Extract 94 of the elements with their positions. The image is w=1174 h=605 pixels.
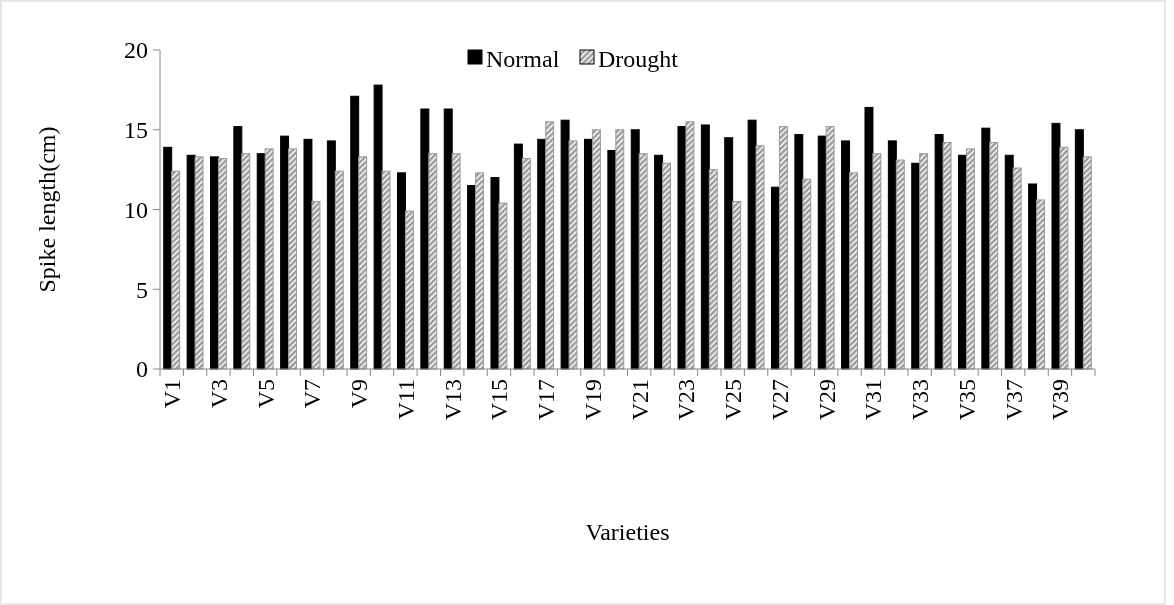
bar <box>778 126 788 370</box>
x-tick-label: V19 <box>579 379 606 421</box>
bar <box>475 172 485 370</box>
bar <box>163 146 173 370</box>
x-tick-label: V21 <box>626 379 653 421</box>
bar <box>849 172 859 370</box>
bar <box>708 169 718 370</box>
bar <box>1012 167 1022 370</box>
bar <box>841 140 851 370</box>
bar <box>326 140 336 370</box>
bar <box>615 129 625 370</box>
bar <box>887 140 897 370</box>
bar <box>420 108 430 370</box>
y-axis-title: Spike length(cm) <box>34 126 60 293</box>
bar <box>568 140 578 370</box>
x-tick-label: V25 <box>720 379 747 421</box>
bar <box>428 153 438 370</box>
bar <box>545 121 555 370</box>
bar <box>965 148 975 370</box>
bar <box>381 170 391 370</box>
bar <box>942 142 952 370</box>
x-tick-label: V3 <box>205 379 232 409</box>
bar <box>919 153 929 370</box>
bar <box>724 137 734 370</box>
bar <box>334 170 344 370</box>
x-tick-label: V35 <box>953 379 980 421</box>
bar <box>989 142 999 370</box>
bar <box>895 159 905 370</box>
bar <box>280 135 290 370</box>
y-tick-label: 5 <box>136 276 148 303</box>
bar <box>872 153 882 370</box>
bar <box>1028 183 1038 370</box>
bar <box>443 108 453 370</box>
bar <box>591 129 601 370</box>
bar <box>1036 199 1046 370</box>
bar <box>700 124 710 370</box>
bar <box>1074 129 1084 370</box>
bar <box>630 129 640 370</box>
x-tick-label: V1 <box>159 379 186 409</box>
bar <box>311 201 321 370</box>
x-tick-label: V17 <box>533 379 560 421</box>
bar <box>864 106 874 370</box>
bar <box>404 210 414 370</box>
bar <box>396 172 406 370</box>
x-tick-label: V5 <box>252 379 279 409</box>
x-tick-label: V27 <box>766 379 793 421</box>
bar <box>732 201 742 370</box>
x-tick-label: V13 <box>439 379 466 421</box>
bar <box>934 134 944 370</box>
legend-label: Drought <box>598 46 679 73</box>
x-tick-label: V39 <box>1047 379 1074 421</box>
bar <box>171 170 181 370</box>
x-tick-label: V23 <box>673 379 700 421</box>
x-axis-title: Varieties <box>585 519 670 545</box>
x-tick-label: V7 <box>299 379 326 409</box>
bar <box>217 157 227 370</box>
x-tick-label: V11 <box>392 379 419 420</box>
x-tick-label: V15 <box>486 379 513 421</box>
bar <box>233 126 243 370</box>
bar <box>350 95 360 370</box>
bar <box>358 156 368 370</box>
bar <box>521 157 531 370</box>
x-tick-label: V37 <box>1000 379 1027 421</box>
bar <box>451 153 461 370</box>
legend-label: Normal <box>486 46 560 73</box>
bar <box>685 121 695 370</box>
bar <box>288 148 298 370</box>
bar <box>264 148 274 370</box>
bar <box>241 153 251 370</box>
x-tick-label: V9 <box>346 379 373 409</box>
bar <box>373 84 383 370</box>
bar <box>802 178 812 370</box>
bar <box>1051 122 1061 370</box>
bar <box>560 119 570 370</box>
bar <box>194 156 204 370</box>
bar <box>794 134 804 370</box>
y-tick-label: 0 <box>136 356 148 383</box>
bar <box>1082 156 1092 370</box>
bar <box>498 202 508 370</box>
bar <box>490 177 500 370</box>
bar <box>747 119 757 370</box>
x-tick-label: V31 <box>860 379 887 421</box>
bar <box>638 153 648 370</box>
x-tick-label: V33 <box>907 379 934 421</box>
bar <box>1059 146 1069 370</box>
y-tick-label: 20 <box>124 37 148 64</box>
bar <box>513 143 523 370</box>
bar <box>662 162 672 370</box>
bar <box>303 138 313 370</box>
x-tick-label: V29 <box>813 379 840 421</box>
bar <box>825 126 835 370</box>
bar <box>755 145 765 370</box>
y-tick-label: 15 <box>124 117 148 144</box>
y-tick-label: 10 <box>124 196 148 223</box>
